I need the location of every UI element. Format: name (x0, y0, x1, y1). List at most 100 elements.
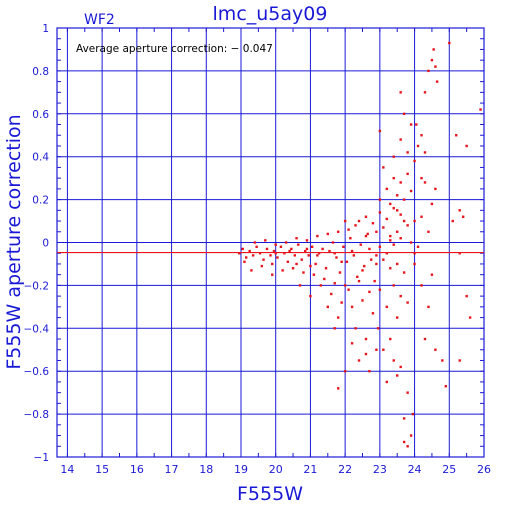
data-point (265, 247, 269, 251)
data-point (375, 262, 378, 266)
data-point (354, 224, 357, 227)
data-point (409, 123, 413, 126)
data-point (283, 252, 286, 255)
data-point (336, 230, 340, 233)
data-point (406, 391, 409, 394)
y-tick-label: −0.2 (24, 280, 50, 292)
x-tick-label: 20 (269, 463, 283, 476)
data-point (253, 241, 257, 244)
data-point (310, 245, 314, 248)
data-point (345, 260, 349, 264)
data-point (330, 292, 333, 296)
data-point (392, 359, 395, 362)
data-point (305, 247, 309, 251)
data-point (317, 252, 321, 255)
data-point (406, 151, 409, 154)
data-point (402, 440, 406, 444)
data-point (316, 254, 319, 257)
data-point (274, 243, 277, 246)
data-point (375, 254, 378, 257)
data-point (416, 144, 420, 148)
data-point (336, 387, 340, 390)
data-point (378, 211, 382, 214)
data-point (279, 245, 283, 248)
data-point (340, 301, 343, 304)
data-point (434, 187, 437, 191)
data-point (366, 232, 369, 236)
data-point (363, 264, 366, 268)
data-point (350, 342, 354, 345)
data-point (420, 134, 423, 137)
data-point (392, 206, 395, 210)
data-point (430, 58, 434, 62)
x-tick-label: 21 (303, 463, 317, 476)
x-tick-labels: 14 15 16 17 18 19 20 21 22 23 24 25 26 (60, 463, 491, 476)
data-point (307, 254, 310, 257)
grid (57, 27, 485, 458)
data-point (290, 247, 293, 251)
data-point (305, 239, 309, 242)
x-tick-label: 25 (442, 463, 456, 476)
data-point (359, 243, 362, 246)
data-point (409, 434, 413, 437)
data-point (336, 316, 340, 319)
y-tick-label: 0 (42, 238, 49, 250)
data-point (260, 264, 264, 268)
data-point (276, 256, 279, 259)
y-tick-labels: 1 0.8 0.6 0.4 0.2 0 −0.2 −0.4 −0.6 −0.8 −1 (24, 23, 50, 464)
data-point (458, 209, 461, 212)
data-point (357, 219, 361, 223)
data-point (378, 129, 382, 133)
data-point (295, 262, 298, 266)
data-point (264, 239, 267, 242)
data-point (321, 247, 324, 251)
data-point (309, 294, 312, 298)
data-point (399, 138, 402, 141)
x-tick-label: 24 (408, 463, 422, 476)
data-point (396, 316, 399, 319)
y-tick-label: 0.6 (32, 109, 49, 121)
data-point (323, 277, 326, 281)
x-tick-label: 26 (477, 463, 491, 476)
data-point (255, 245, 258, 248)
data-point (435, 80, 439, 83)
x-tick-label: 23 (373, 463, 387, 476)
data-point (423, 91, 427, 94)
data-point (333, 252, 336, 255)
data-point (314, 262, 317, 266)
data-point (326, 305, 329, 309)
data-point (427, 230, 430, 233)
data-point (458, 359, 461, 362)
data-point (396, 262, 399, 266)
plot-frame (56, 27, 485, 458)
x-tick-label: 22 (338, 463, 352, 476)
data-point (369, 258, 373, 261)
data-point (427, 305, 430, 309)
data-point (248, 249, 251, 253)
data-point (392, 155, 395, 158)
data-point (396, 230, 399, 233)
data-point (251, 254, 255, 257)
data-point (402, 112, 406, 115)
data-point (238, 252, 241, 255)
data-point (402, 417, 406, 420)
data-point (378, 198, 382, 201)
chart-title: lmc_u5ay09 (213, 3, 328, 25)
data-point (364, 352, 368, 356)
data-point (373, 279, 376, 283)
data-point (399, 365, 402, 369)
data-point (335, 256, 338, 259)
data-point (316, 234, 319, 238)
panel-label: WF2 (84, 12, 115, 28)
data-point (298, 284, 302, 287)
data-point (402, 198, 406, 201)
data-point (309, 264, 312, 268)
data-point (399, 91, 402, 94)
data-point (272, 249, 276, 253)
y-tick-label: 0.8 (32, 66, 49, 78)
data-point (406, 301, 409, 304)
data-point (361, 299, 364, 302)
data-point (389, 239, 392, 242)
data-point (389, 267, 392, 270)
x-tick-label: 15 (95, 463, 109, 476)
